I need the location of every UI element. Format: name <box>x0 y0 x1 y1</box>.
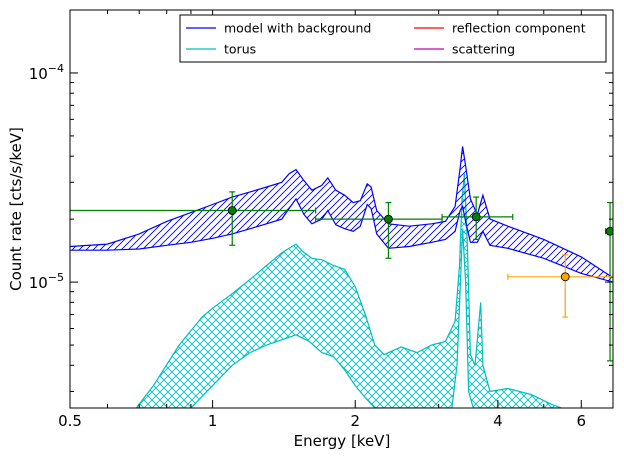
x-axis-label: Energy [keV] <box>294 432 391 450</box>
legend-label: scattering <box>452 42 515 57</box>
y-axis-label: Count rate [cts/s/keV] <box>7 127 25 291</box>
data-marker <box>384 214 393 224</box>
data-marker <box>605 226 613 236</box>
legend: model with background reflection componen… <box>179 14 607 63</box>
legend-label: reflection component <box>452 21 586 36</box>
legend-box <box>179 14 607 63</box>
x-tick-label: 0.5 <box>58 412 82 430</box>
legend-entry-1: model with background <box>186 21 371 36</box>
x-tick-label: 4 <box>493 412 503 430</box>
legend-entry-4: scattering <box>414 42 515 57</box>
legend-entry-2: reflection component <box>414 21 586 36</box>
y-tick-label: 10−5 <box>29 271 64 292</box>
legend-entry-3: torus <box>186 42 256 57</box>
torus-band-fill <box>136 173 562 408</box>
data-point-2 <box>315 201 443 259</box>
torus-band-lower-line <box>136 228 562 408</box>
plot-area <box>70 146 613 408</box>
x-tick-label: 2 <box>350 412 360 430</box>
legend-label: torus <box>224 42 256 57</box>
model-band-lower-line <box>70 197 613 283</box>
data-point-1 <box>70 191 317 246</box>
torus-band-upper-line <box>135 173 562 408</box>
axes: 0.5 1 2 4 6 10−5 10−4 <box>29 9 614 430</box>
plot-frame <box>69 9 614 409</box>
data-point-3 <box>441 196 514 241</box>
y-tick-label: 10−4 <box>29 62 64 83</box>
model-band-upper-line <box>70 146 613 279</box>
legend-label: model with background <box>224 21 371 36</box>
data-marker <box>471 212 481 222</box>
model-band-fill <box>70 146 613 283</box>
data-marker <box>560 272 570 282</box>
x-tick-label: 1 <box>208 412 218 430</box>
data-marker <box>227 206 237 215</box>
data-point-5 <box>507 254 613 318</box>
x-tick-label: 6 <box>577 412 587 430</box>
